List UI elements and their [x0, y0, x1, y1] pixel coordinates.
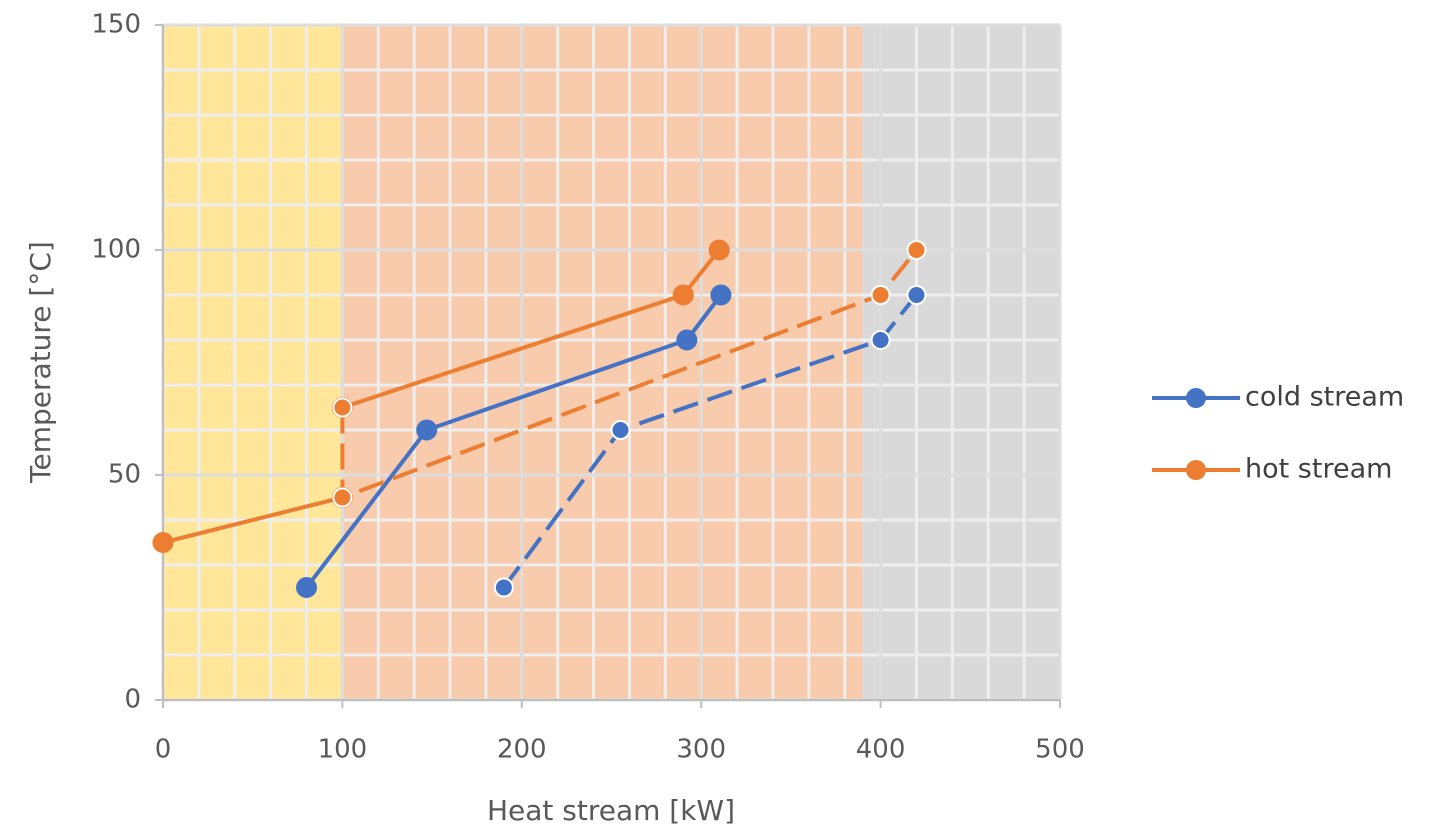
y-tick-label: 100 — [91, 235, 141, 265]
x-tick-label: 300 — [676, 735, 726, 765]
legend-item: hot stream — [1152, 454, 1392, 485]
legend-item: cold stream — [1152, 382, 1404, 413]
marker — [906, 285, 927, 305]
region — [342, 25, 863, 700]
region — [862, 25, 1060, 700]
y-tick-label: 50 — [108, 460, 141, 490]
marker — [610, 420, 631, 440]
x-tick-label: 100 — [318, 735, 368, 765]
marker — [870, 285, 891, 305]
marker — [708, 239, 730, 261]
x-tick-label: 400 — [856, 735, 906, 765]
marker — [152, 532, 174, 553]
series-line — [304, 293, 723, 589]
y-tick-label: 150 — [91, 10, 141, 40]
marker — [676, 329, 698, 351]
marker — [332, 397, 353, 418]
region — [163, 25, 343, 700]
y-axis-title: Temperature [°C] — [24, 241, 57, 484]
legend-marker — [1186, 388, 1206, 408]
x-axis-title: Heat stream [kW] — [487, 794, 735, 827]
legend-label: cold stream — [1245, 382, 1404, 413]
marker — [906, 240, 927, 260]
dashed-line — [340, 248, 919, 500]
marker — [416, 419, 438, 441]
x-tick-label: 200 — [497, 735, 547, 765]
legend-marker — [1186, 460, 1206, 480]
marker — [710, 284, 732, 306]
marker — [672, 284, 694, 306]
legend-label: hot stream — [1245, 454, 1392, 485]
dashed-line — [502, 293, 919, 589]
x-tick-label: 0 — [155, 735, 172, 765]
x-tick-label: 500 — [1035, 735, 1085, 765]
y-tick-label: 0 — [124, 685, 141, 715]
marker — [870, 330, 891, 350]
marker — [493, 577, 514, 598]
marker — [296, 577, 318, 598]
marker — [332, 487, 353, 508]
